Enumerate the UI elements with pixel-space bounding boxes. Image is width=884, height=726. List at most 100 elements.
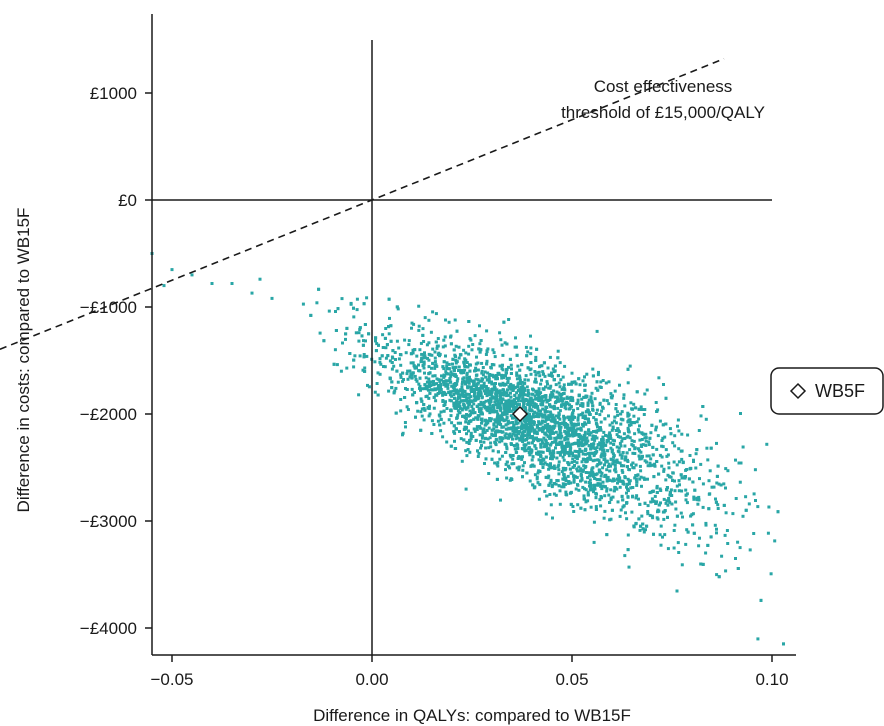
scatter-point [660, 439, 664, 442]
scatter-point [469, 399, 473, 403]
scatter-point [543, 461, 547, 465]
scatter-point [504, 371, 508, 375]
scatter-point [523, 393, 527, 397]
scatter-point [335, 363, 339, 367]
scatter-point [601, 438, 605, 442]
scatter-point [537, 420, 541, 424]
scatter-point [586, 493, 590, 497]
scatter-point [633, 432, 637, 436]
scatter-point [547, 463, 551, 467]
scatter-point [689, 466, 693, 470]
scatter-point [495, 425, 499, 429]
scatter-point [452, 404, 456, 408]
scatter-point [630, 510, 634, 514]
scatter-point [433, 366, 437, 370]
legend: WB5F [770, 367, 884, 415]
scatter-point [389, 339, 393, 343]
scatter-point [505, 415, 509, 419]
scatter-point [421, 327, 425, 331]
scatter-point [618, 383, 621, 387]
scatter-point [592, 540, 596, 544]
scatter-point [525, 354, 529, 358]
scatter-point [598, 426, 602, 430]
scatter-point [609, 488, 613, 492]
scatter-point [598, 498, 602, 502]
scatter-point [666, 503, 670, 507]
scatter-point [505, 447, 509, 451]
scatter-point [454, 382, 457, 386]
scatter-point [652, 532, 655, 536]
scatter-point [655, 447, 659, 451]
scatter-point [557, 391, 561, 395]
scatter-point [432, 379, 435, 383]
scatter-point [501, 388, 505, 392]
scatter-point [533, 431, 537, 435]
scatter-point [516, 443, 520, 447]
scatter-point [686, 433, 690, 437]
scatter-point [626, 420, 630, 424]
scatter-point [552, 389, 556, 393]
scatter-point [513, 393, 517, 397]
scatter-point [523, 461, 526, 465]
scatter-point [665, 499, 669, 503]
scatter-point [555, 456, 559, 460]
scatter-point [621, 418, 625, 422]
scatter-point [552, 431, 555, 435]
scatter-point [410, 376, 414, 380]
scatter-point [529, 425, 533, 429]
scatter-point [507, 433, 511, 437]
scatter-point [588, 474, 591, 478]
scatter-point [560, 443, 564, 447]
scatter-point [594, 412, 598, 415]
scatter-point [548, 443, 552, 447]
scatter-point [713, 523, 717, 527]
scatter-point [583, 421, 587, 425]
scatter-point [511, 404, 515, 408]
scatter-point [492, 406, 496, 410]
scatter-point [598, 470, 601, 474]
scatter-point [493, 461, 497, 465]
scatter-point [566, 423, 570, 427]
scatter-point [483, 392, 487, 395]
scatter-point [694, 466, 698, 470]
scatter-point [365, 354, 369, 358]
scatter-point [664, 396, 668, 400]
scatter-point [575, 461, 579, 465]
scatter-point [642, 530, 646, 534]
scatter-point [554, 493, 558, 497]
scatter-point [549, 503, 553, 507]
scatter-point [689, 514, 693, 518]
scatter-point [704, 417, 708, 421]
scatter-point [455, 402, 459, 406]
scatter-point [621, 480, 625, 484]
x-tick-label: −0.05 [150, 670, 193, 689]
scatter-point [547, 417, 550, 421]
scatter-point [701, 505, 705, 509]
scatter-point [625, 451, 629, 455]
scatter-point [548, 398, 552, 402]
scatter-point [675, 589, 679, 593]
scatter-point [539, 382, 543, 386]
scatter-point [419, 387, 422, 391]
scatter-point [564, 431, 568, 435]
scatter-point [631, 451, 635, 455]
scatter-point [559, 397, 563, 400]
scatter-point [587, 417, 590, 421]
scatter-point [349, 301, 353, 305]
scatter-point [612, 455, 616, 459]
scatter-point [480, 377, 484, 381]
scatter-point [544, 439, 548, 443]
scatter-point [509, 384, 513, 387]
scatter-point [410, 326, 413, 330]
scatter-point [665, 454, 669, 458]
scatter-point [634, 477, 638, 481]
scatter-point [609, 395, 613, 399]
scatter-point [506, 419, 510, 423]
scatter-point [620, 469, 624, 472]
scatter-point [427, 358, 431, 362]
scatter-point [455, 329, 459, 333]
scatter-point [432, 395, 436, 399]
scatter-point [444, 354, 447, 358]
scatter-point [511, 388, 515, 392]
scatter-point [601, 466, 605, 470]
